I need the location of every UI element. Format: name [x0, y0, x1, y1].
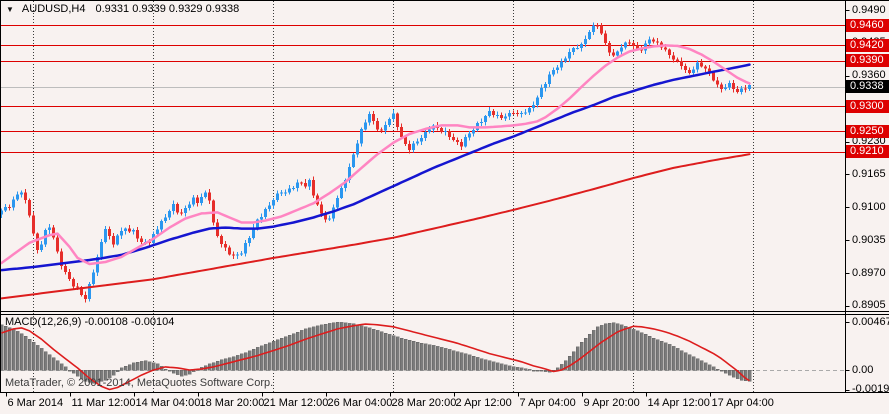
- symbol-period-label: AUDUSD,H4: [21, 3, 86, 15]
- time-axis-label: 26 Mar 04:00: [327, 397, 393, 409]
- price-axis-tick: 0.8970: [852, 266, 886, 279]
- price-level-badge: 0.9420: [846, 38, 889, 52]
- price-level-badge: 0.9250: [846, 124, 889, 138]
- price-axis-tick: 0.9230: [852, 135, 886, 148]
- time-axis-label: 11 Mar 12:00: [71, 397, 136, 409]
- time-axis-label: 9 Apr 20:00: [583, 397, 640, 409]
- current-price-badge: 0.9338: [846, 80, 889, 94]
- macd-indicator-label: MACD(12,26,9) -0.00108 -0.00104: [5, 316, 175, 328]
- price-level-badge: 0.9390: [846, 54, 889, 68]
- price-axis-tick: 0.9100: [852, 200, 886, 213]
- copyright-text: MetaTrader, © 2001-2014, MetaQuotes Soft…: [5, 377, 274, 389]
- price-level-badge: 0.9460: [846, 18, 889, 32]
- ohlc-values: 0.9331 0.9339 0.9329 0.9338: [95, 3, 240, 15]
- time-axis-label: 18 Mar 20:00: [199, 397, 265, 409]
- time-axis-label: 14 Mar 04:00: [135, 397, 201, 409]
- price-axis-tick: 0.9165: [852, 167, 886, 180]
- time-axis-label: 2 Apr 12:00: [455, 397, 512, 409]
- price-level-badge: 0.9210: [846, 145, 889, 159]
- price-axis-tick: 0.9490: [852, 3, 886, 16]
- time-axis-label: 14 Apr 12:00: [647, 397, 710, 409]
- price-axis-tick: 0.9035: [852, 233, 886, 246]
- time-axis-label: 17 Apr 04:00: [711, 397, 774, 409]
- price-axis-tick: 0.9360: [852, 69, 886, 82]
- macd-axis-tick: -0.00194: [852, 383, 889, 396]
- chart-title: ▼ AUDUSD,H4 0.9331 0.9339 0.9329 0.9338: [6, 3, 239, 16]
- macd-axis-tick: 0.00: [852, 363, 874, 376]
- price-axis-tick: 0.8905: [852, 299, 886, 312]
- price-level-badge: 0.9300: [846, 99, 889, 113]
- time-axis-label: 21 Mar 12:00: [263, 397, 329, 409]
- time-axis-label: 28 Mar 20:00: [391, 397, 457, 409]
- time-axis-label: 7 Apr 04:00: [519, 397, 576, 409]
- time-axis-label: 6 Mar 2014: [7, 397, 64, 409]
- symbol-dropdown-icon[interactable]: ▼: [6, 5, 14, 14]
- macd-axis-tick: 0.00467: [852, 315, 889, 328]
